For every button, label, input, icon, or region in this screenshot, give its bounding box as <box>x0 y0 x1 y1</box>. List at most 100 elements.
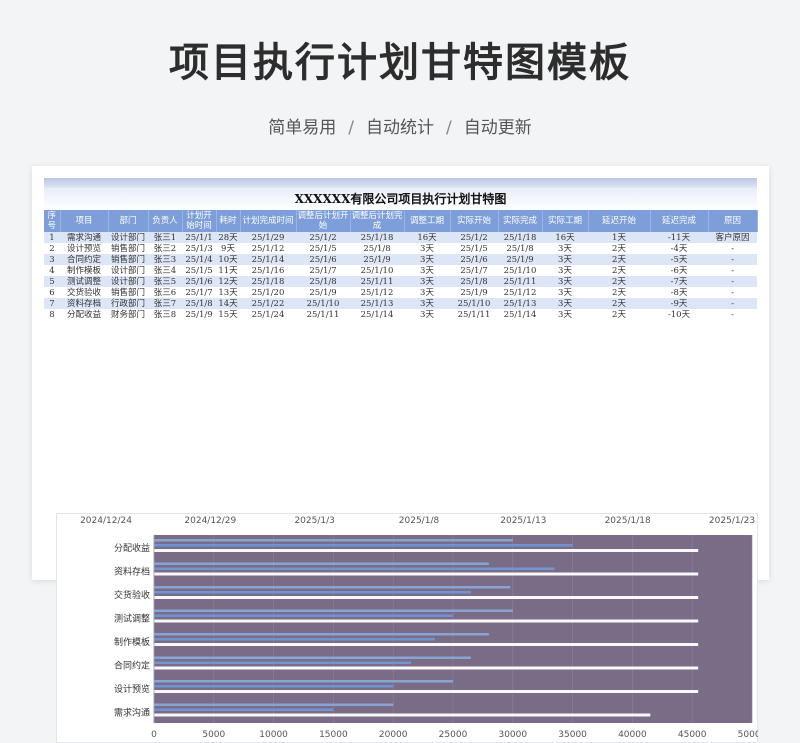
table-cell: 设计部门 <box>108 265 148 276</box>
table-cell: 制作模板 <box>60 265 108 276</box>
table-cell: 25/1/18 <box>240 276 296 287</box>
table-cell: 2天 <box>588 287 650 298</box>
bar <box>154 539 513 542</box>
table-cell: 3天 <box>404 287 450 298</box>
table-cell: 张三3 <box>148 254 182 265</box>
table-cell: 设计部门 <box>108 276 148 287</box>
bar <box>154 596 699 599</box>
table-cell: 25/1/9 <box>350 254 404 265</box>
subtitle: 简单易用 / 自动统计 / 自动更新 <box>0 113 800 138</box>
table-cell: 12天 <box>216 276 240 287</box>
table-cell: 6 <box>44 287 60 298</box>
bar <box>154 708 334 711</box>
column-header: 调整工期 <box>404 210 451 232</box>
table-cell: 25/1/12 <box>498 287 542 298</box>
bar <box>154 562 489 565</box>
category-label: 设计预览 <box>114 683 150 695</box>
table-cell: 2 <box>44 243 60 254</box>
table-cell: -10天 <box>650 309 708 320</box>
table-cell: 2天 <box>588 276 650 287</box>
table-cell: 25/1/13 <box>350 298 404 309</box>
table-cell: -6天 <box>650 265 708 276</box>
table-cell: 需求沟通 <box>60 232 108 243</box>
table-cell: 14天 <box>216 298 240 309</box>
sheet-top-bar <box>44 178 757 188</box>
table-cell: 销售部门 <box>108 287 148 298</box>
category-label: 资料存档 <box>114 565 150 577</box>
table-cell: 25/1/6 <box>182 276 216 287</box>
category-label: 制作模板 <box>114 636 150 648</box>
table-cell: 16天 <box>542 232 588 243</box>
table-cell: 3天 <box>542 309 588 320</box>
table-cell: 3天 <box>542 276 588 287</box>
table-cell: 25/1/8 <box>450 276 498 287</box>
bar <box>154 614 453 617</box>
page-title: 项目执行计划甘特图模板 <box>169 40 631 86</box>
category-label: 分配收益 <box>114 542 150 554</box>
table-cell: 25/1/11 <box>498 276 542 287</box>
table-cell: 3天 <box>404 298 450 309</box>
table-cell: 资料存档 <box>60 298 108 309</box>
category-label: 合同约定 <box>114 659 150 671</box>
table-cell: 2天 <box>588 265 650 276</box>
table-cell: 测试调整 <box>60 276 108 287</box>
table-cell: 16天 <box>404 232 450 243</box>
table-cell: - <box>708 309 757 320</box>
table-cell: -5天 <box>650 254 708 265</box>
table-cell: 25/1/12 <box>350 287 404 298</box>
date-tick-label: 2024/12/29 <box>184 516 236 526</box>
table-cell: 25/1/7 <box>182 287 216 298</box>
bar <box>154 544 573 547</box>
column-header: 实际开始 <box>450 210 499 232</box>
table-cell: 设计部门 <box>108 232 148 243</box>
subtitle-item-easy: 简单易用 <box>268 118 337 138</box>
subtitle-separator: / <box>446 118 452 138</box>
table-cell: 25/1/29 <box>240 232 296 243</box>
date-tick-label: 2025/1/8 <box>399 516 440 526</box>
table-cell: 25/1/5 <box>296 243 350 254</box>
category-label: 交货验收 <box>114 589 150 601</box>
table-cell: -4天 <box>650 243 708 254</box>
table-cell: 25/1/9 <box>498 254 542 265</box>
category-label: 测试调整 <box>114 612 150 624</box>
table-cell: 张三4 <box>148 265 182 276</box>
table-cell: 3天 <box>404 265 450 276</box>
table-cell: 25/1/5 <box>450 243 498 254</box>
bar <box>154 685 394 688</box>
date-tick-label: 2025/1/23 <box>709 516 755 526</box>
table-cell: - <box>708 287 757 298</box>
table-cell: - <box>708 276 757 287</box>
column-header: 项目 <box>60 210 109 232</box>
gantt-chart: 分配收益 资料存档 交货验收 测试调整 制作模板 合同约定 设计预览 需求沟通 0 5000 100… <box>56 513 758 743</box>
bar <box>154 609 513 612</box>
table-cell: 25/1/2 <box>296 232 350 243</box>
column-header: 序号 <box>44 210 61 232</box>
x-tick-label: 20000 <box>379 730 408 740</box>
table-cell: 25/1/10 <box>296 298 350 309</box>
table-cell: 7 <box>44 298 60 309</box>
table-row: 8 分配收益 财务部门 张三8 25/1/9 15天 25/1/24 25/1/11 25/1/… <box>44 309 757 320</box>
column-header: 耗时 <box>216 210 241 232</box>
table-cell: 25/1/13 <box>498 298 542 309</box>
bar <box>154 680 453 683</box>
table-row: 6 交货验收 销售部门 张三6 25/1/7 13天 25/1/20 25/1/9 25/1/1… <box>44 287 757 298</box>
table-cell: 25/1/6 <box>450 254 498 265</box>
table-cell: 25/1/20 <box>240 287 296 298</box>
bar <box>154 656 471 659</box>
column-header: 原因 <box>708 210 758 232</box>
column-header: 计划完成时间 <box>240 210 297 232</box>
table-cell: 2天 <box>588 298 650 309</box>
table-cell: 25/1/10 <box>498 265 542 276</box>
x-tick-label: 40000 <box>618 730 647 740</box>
table-cell: 2天 <box>588 254 650 265</box>
table-cell: 3 <box>44 254 60 265</box>
table-cell: 25/1/11 <box>450 309 498 320</box>
table-cell: 25/1/9 <box>296 287 350 298</box>
column-header: 实际完成 <box>498 210 543 232</box>
table-cell: 25/1/3 <box>182 243 216 254</box>
bar <box>154 572 699 576</box>
column-header: 调整后计划完成 <box>350 210 405 232</box>
column-header: 负责人 <box>148 210 183 232</box>
table-cell: 25/1/7 <box>296 265 350 276</box>
